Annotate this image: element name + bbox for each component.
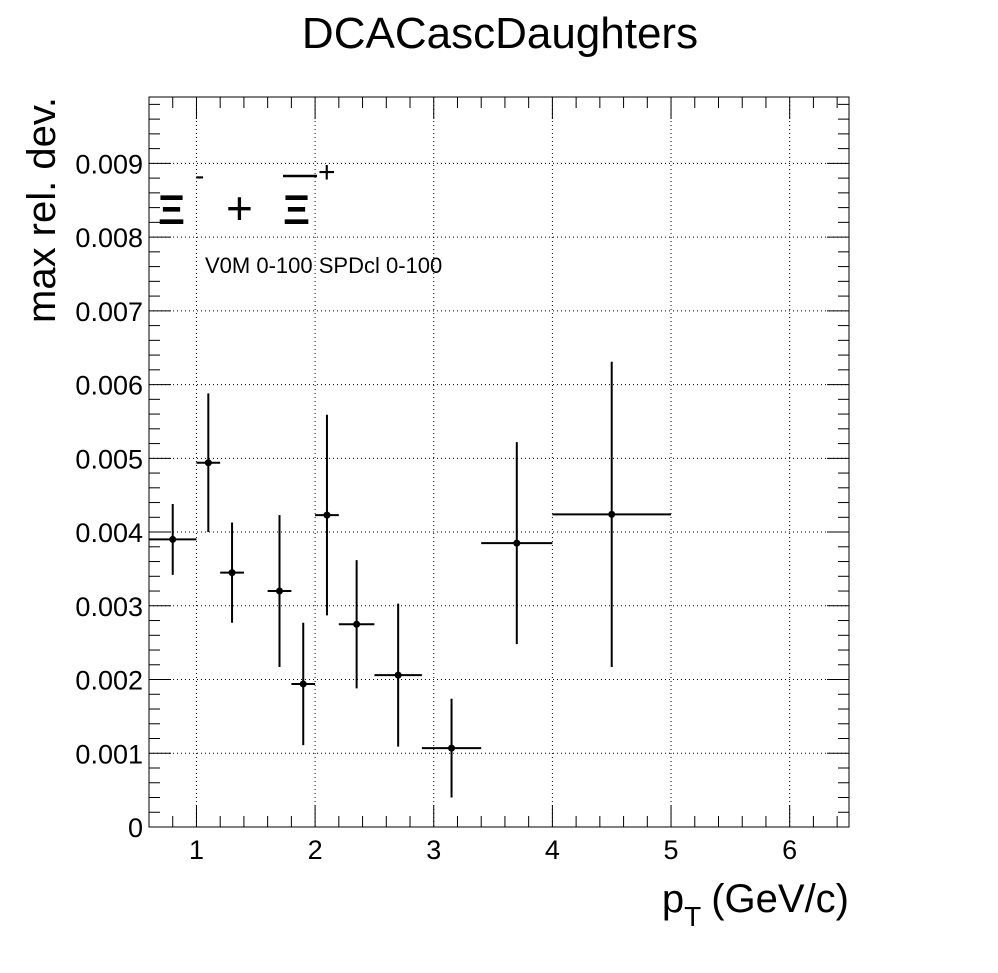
point-marker xyxy=(353,620,361,628)
data-point xyxy=(196,393,221,533)
particle-legend: Ξ - + Ξ + xyxy=(158,156,336,234)
y-tick-labels: 0 0.001 0.002 0.003 0.004 0.005 0.006 0.007 0.00… xyxy=(75,149,143,843)
legend-xi-plus-sup: + xyxy=(318,156,336,189)
y-axis-label: max rel. dev. xyxy=(20,97,64,323)
y-tick-label: 0.001 xyxy=(75,739,143,769)
data-point xyxy=(220,522,244,623)
legend-xi-minus-sup: - xyxy=(195,160,204,191)
y-tick-label: 0.003 xyxy=(75,592,143,622)
data-point xyxy=(481,442,553,645)
data-points xyxy=(149,361,672,798)
selection-annotation: V0M 0-100 SPDcl 0-100 xyxy=(205,253,442,278)
y-tick-label: 0.008 xyxy=(75,223,143,253)
point-marker xyxy=(169,535,177,543)
point-marker xyxy=(228,569,236,577)
data-point xyxy=(149,504,197,575)
point-marker xyxy=(513,539,521,547)
y-tick-label: 0.005 xyxy=(75,444,143,474)
x-tick-label: 1 xyxy=(189,835,204,865)
x-tick-label: 5 xyxy=(664,835,679,865)
legend-plus-sign: + xyxy=(226,182,253,234)
legend-particle-anti-xi-plus: Ξ xyxy=(283,186,310,233)
data-point xyxy=(338,560,375,689)
x-axis-label: pT (GeV/c) xyxy=(662,877,849,932)
x-tick-label: 6 xyxy=(782,835,797,865)
data-point xyxy=(315,414,339,616)
axis-ticks xyxy=(149,97,849,828)
grid xyxy=(149,97,849,827)
data-point xyxy=(291,622,316,746)
point-marker xyxy=(276,587,284,595)
chart-title: DCACascDaughters xyxy=(302,9,698,58)
x-tick-label: 3 xyxy=(426,835,441,865)
y-tick-label: 0.006 xyxy=(75,371,143,401)
x-tick-label: 4 xyxy=(545,835,560,865)
x-axis-label-subscript: T xyxy=(684,901,701,932)
data-point xyxy=(267,515,292,667)
y-tick-label: 0.009 xyxy=(75,149,143,179)
point-marker xyxy=(608,510,616,518)
y-tick-label: 0.004 xyxy=(75,518,143,548)
data-point xyxy=(374,603,422,747)
y-tick-label: 0.007 xyxy=(75,297,143,327)
y-tick-label: 0 xyxy=(128,813,143,843)
data-point xyxy=(552,361,672,667)
data-point xyxy=(421,698,482,798)
point-marker xyxy=(394,671,402,679)
x-tick-label: 2 xyxy=(308,835,323,865)
plot-frame xyxy=(148,96,850,828)
point-marker xyxy=(299,680,307,688)
point-marker xyxy=(323,511,331,519)
legend-particle-xi-minus: Ξ xyxy=(158,186,185,233)
point-marker xyxy=(204,459,212,467)
point-marker xyxy=(448,744,456,752)
y-tick-label: 0.002 xyxy=(75,666,143,696)
x-tick-labels: 1 2 3 4 5 6 xyxy=(189,835,797,865)
x-axis-label-p: p xyxy=(662,877,684,921)
x-axis-label-unit: (GeV/c) xyxy=(711,877,849,921)
